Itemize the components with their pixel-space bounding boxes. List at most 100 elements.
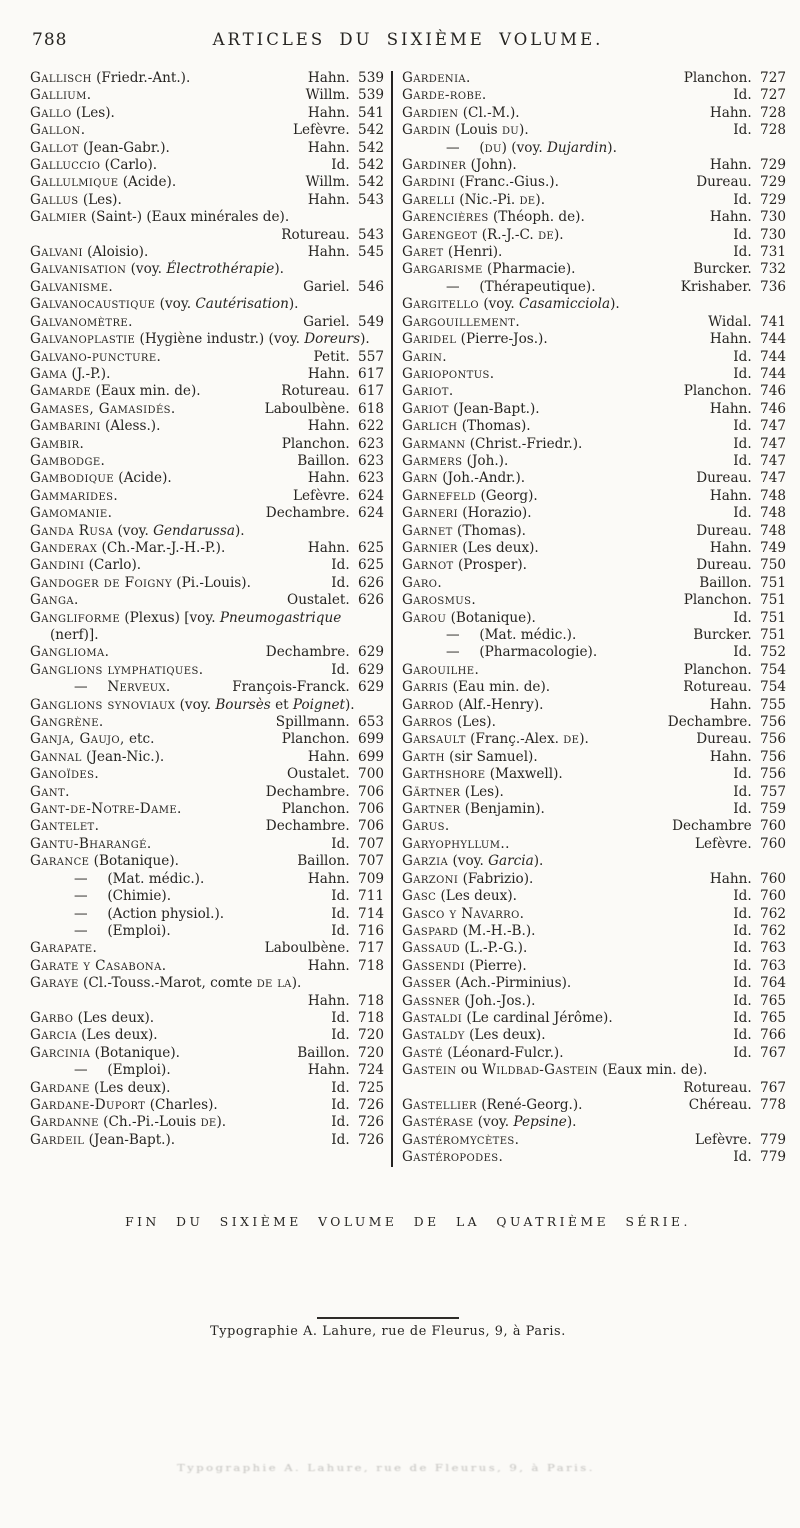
entry-author: Hahn. — [709, 696, 752, 713]
entry-page-number: 751 — [760, 609, 786, 626]
entry-term: — — [74, 905, 88, 922]
entry-page-number: 617 — [358, 383, 384, 400]
entry-term: Garou — [402, 609, 447, 626]
index-entry: — (Emploi). Hahn. 724 — [74, 1062, 384, 1079]
entry-reference: Lefèvre. 760 — [695, 836, 786, 853]
entry-page-number: 754 — [760, 661, 786, 678]
entry-page-number: 727 — [760, 70, 786, 86]
entry-author: Hahn. — [307, 365, 350, 382]
entry-term: Garcia — [30, 1027, 77, 1044]
entry-page-number: 756 — [760, 766, 786, 783]
entry-author: Gariel. — [303, 278, 350, 295]
entry-page-number: 757 — [760, 783, 786, 800]
entry-term: Gasc — [402, 888, 437, 905]
entry-author: Id. — [733, 122, 752, 139]
index-entry: Gasco y Navarro. Id. 762 — [402, 906, 786, 923]
entry-author: Lefèvre. — [292, 122, 350, 139]
entry-page-number: 729 — [760, 191, 786, 208]
entry-author: Hahn. — [307, 470, 350, 487]
entry-author: Lefèvre. — [292, 487, 350, 504]
entry-page-number: 545 — [358, 244, 384, 261]
entry-page-number: 762 — [760, 905, 786, 922]
entry-term: Galvanoplastie — [30, 331, 136, 348]
index-entry: Garus. Dechambre 760 — [402, 818, 786, 835]
entry-author: Hahn. — [709, 870, 752, 887]
entry-term: Gardenia. — [402, 70, 471, 86]
entry-page-number: 557 — [358, 348, 384, 365]
entry-author: Id. — [331, 1009, 350, 1026]
entry-page-number: 726 — [358, 1096, 384, 1113]
entry-page-number: 706 — [358, 801, 384, 818]
index-entry: Gastéropodes. Id. 779 — [402, 1149, 786, 1166]
entry-term: Gallium. — [30, 87, 92, 104]
entry-term: Garrod — [402, 696, 454, 713]
entry-term: Gardini — [402, 174, 456, 191]
index-entry: Galvanocaustique (voy. Cautérisation). — [30, 296, 299, 313]
index-entry: — (Chimie). Id. 711 — [74, 888, 384, 905]
entry-page-number: 707 — [358, 853, 384, 870]
entry-page-number: 714 — [358, 905, 384, 922]
entry-author: Dureau. — [696, 557, 752, 574]
index-entry: Gardin (Louis du). Id. 728 — [402, 122, 786, 139]
index-entry: Gambodique (Acide). Hahn. 623 — [30, 470, 384, 487]
entry-reference: Lefèvre. 779 — [695, 1132, 786, 1149]
index-entry: Garo. Baillon. 751 — [402, 575, 786, 592]
entry-reference: Id. 762 — [733, 923, 786, 940]
page-header: 788 ARTICLES DU SIXIÈME VOLUME. — [30, 30, 786, 54]
entry-page-number: 747 — [760, 470, 786, 487]
entry-reference: Rotureau. 754 — [683, 679, 786, 696]
entry-author: Spillmann. — [275, 714, 350, 731]
entry-author: Rotureau. — [683, 1079, 752, 1096]
entry-reference: Planchon. 751 — [684, 592, 786, 609]
entry-page-number: 736 — [760, 278, 786, 295]
index-entry: Garouilhe. Planchon. 754 — [402, 662, 786, 679]
entry-reference: Hahn. 542 — [308, 140, 384, 157]
entry-author: Willm. — [305, 87, 350, 104]
index-entry: Garin. Id. 744 — [402, 349, 786, 366]
entry-author: Widal. — [708, 313, 752, 330]
entry-term: Galvanocaustique — [30, 296, 156, 313]
entry-reference: Gariel. 546 — [303, 279, 384, 296]
entry-author: Dureau. — [696, 522, 752, 539]
entry-term: Gambodge. — [30, 452, 106, 469]
entry-reference: Lefèvre. 624 — [293, 488, 384, 505]
entry-term: Galvanomètre. — [30, 313, 133, 330]
index-entry: Gardiner (John). Hahn. 729 — [402, 157, 786, 174]
entry-author: Hahn. — [709, 104, 752, 121]
entry-page-number: 718 — [358, 1009, 384, 1026]
entry-page-number: 732 — [760, 261, 786, 278]
entry-author: Dureau. — [696, 731, 752, 748]
entry-page-number: 718 — [358, 992, 384, 1009]
entry-reference: Planchon. 699 — [282, 731, 384, 748]
entry-term: Gant-de-Notre-Dame. — [30, 801, 182, 818]
index-entry: Galvanoplastie (Hygiène industr.) (voy. … — [30, 331, 370, 348]
index-entry: Ganglions synoviaux (voy. Boursès et Poi… — [30, 696, 355, 713]
index-entry: Gantelet. Dechambre. 706 — [30, 818, 384, 835]
entry-term: Garin. — [402, 348, 448, 365]
index-entry: Gardane (Les deux). Id. 725 — [30, 1079, 384, 1096]
entry-page-number: 549 — [358, 313, 384, 330]
entry-author: Id. — [331, 574, 350, 591]
entry-author: Id. — [331, 661, 350, 678]
entry-reference: Id. 720 — [331, 1027, 384, 1044]
entry-reference: Hahn. 729 — [710, 157, 786, 174]
entry-term: Ganderax — [30, 539, 98, 556]
entry-page-number: 707 — [358, 835, 384, 852]
entry-reference: Dechambre. 624 — [266, 505, 384, 522]
entry-page-number: 700 — [358, 766, 384, 783]
entry-reference: Id. 763 — [733, 940, 786, 957]
entry-term: Gassaud — [402, 940, 461, 957]
entry-author: Oustalet. — [287, 766, 350, 783]
entry-reference-line: Rotureau. 767 — [422, 1080, 786, 1097]
entry-reference: Id. 714 — [331, 905, 384, 923]
entry-author: Gariel. — [303, 313, 350, 330]
entry-author: Id. — [331, 1079, 350, 1096]
index-entry: Gargitello (voy. Casamicciola). — [402, 296, 620, 313]
entry-reference: Planchon. 754 — [684, 661, 786, 679]
index-entry: — (du) (voy. Dujardin). — [446, 139, 617, 156]
index-entry: Gallon. Lefèvre. 542 — [30, 122, 384, 139]
entry-author: François-Franck. — [232, 679, 350, 696]
entry-reference: François-Franck. 629 — [232, 679, 384, 696]
index-entry: Garet (Henri). Id. 731 — [402, 244, 786, 261]
entry-reference: Dureau. 729 — [696, 174, 786, 191]
